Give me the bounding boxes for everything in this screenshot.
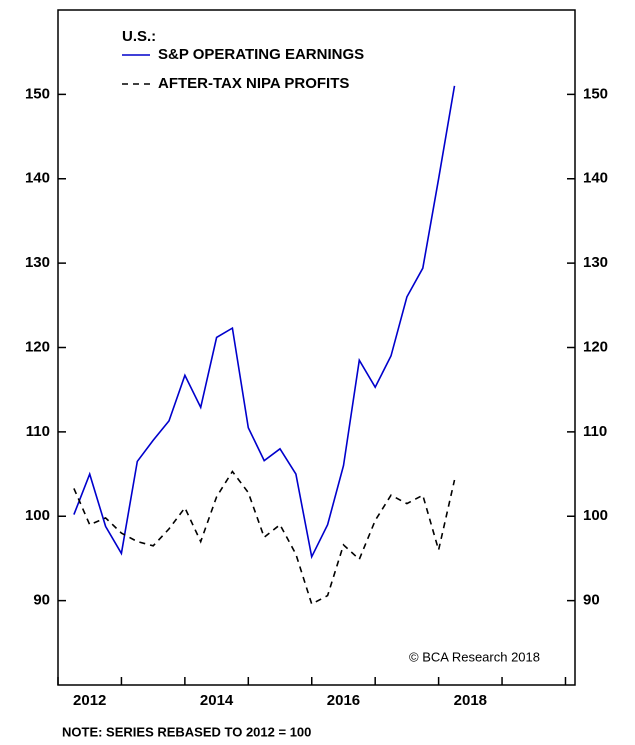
x-tick-label: 2012 <box>73 692 106 709</box>
y-tick-label: 90 <box>33 592 50 609</box>
legend-label: AFTER-TAX NIPA PROFITS <box>158 75 349 92</box>
plot-frame <box>57 9 576 686</box>
y2-tick-label: 120 <box>583 338 608 355</box>
x-tick-label: 2016 <box>327 692 360 709</box>
series-line <box>73 85 456 560</box>
y-tick-label: 140 <box>25 170 50 187</box>
x-tick-label: 2018 <box>454 692 487 709</box>
y-tick-label: 130 <box>25 254 50 271</box>
y-tick-label: 100 <box>25 507 50 524</box>
x-tick-label: 2014 <box>200 692 234 709</box>
series-line <box>73 470 456 606</box>
legend-title: U.S.: <box>122 28 156 45</box>
note: NOTE: SERIES REBASED TO 2012 = 100 <box>62 724 311 739</box>
y2-tick-label: 90 <box>583 592 600 609</box>
y-tick-label: 110 <box>26 423 50 440</box>
y2-tick-label: 110 <box>583 423 607 440</box>
y-tick-label: 150 <box>25 85 50 102</box>
y2-tick-label: 100 <box>583 507 608 524</box>
y2-tick-label: 150 <box>583 85 608 102</box>
y2-tick-label: 130 <box>583 254 608 271</box>
y2-tick-label: 140 <box>583 170 608 187</box>
y-tick-label: 120 <box>25 338 50 355</box>
copyright: © BCA Research 2018 <box>409 649 540 664</box>
legend-label: S&P OPERATING EARNINGS <box>158 46 364 63</box>
